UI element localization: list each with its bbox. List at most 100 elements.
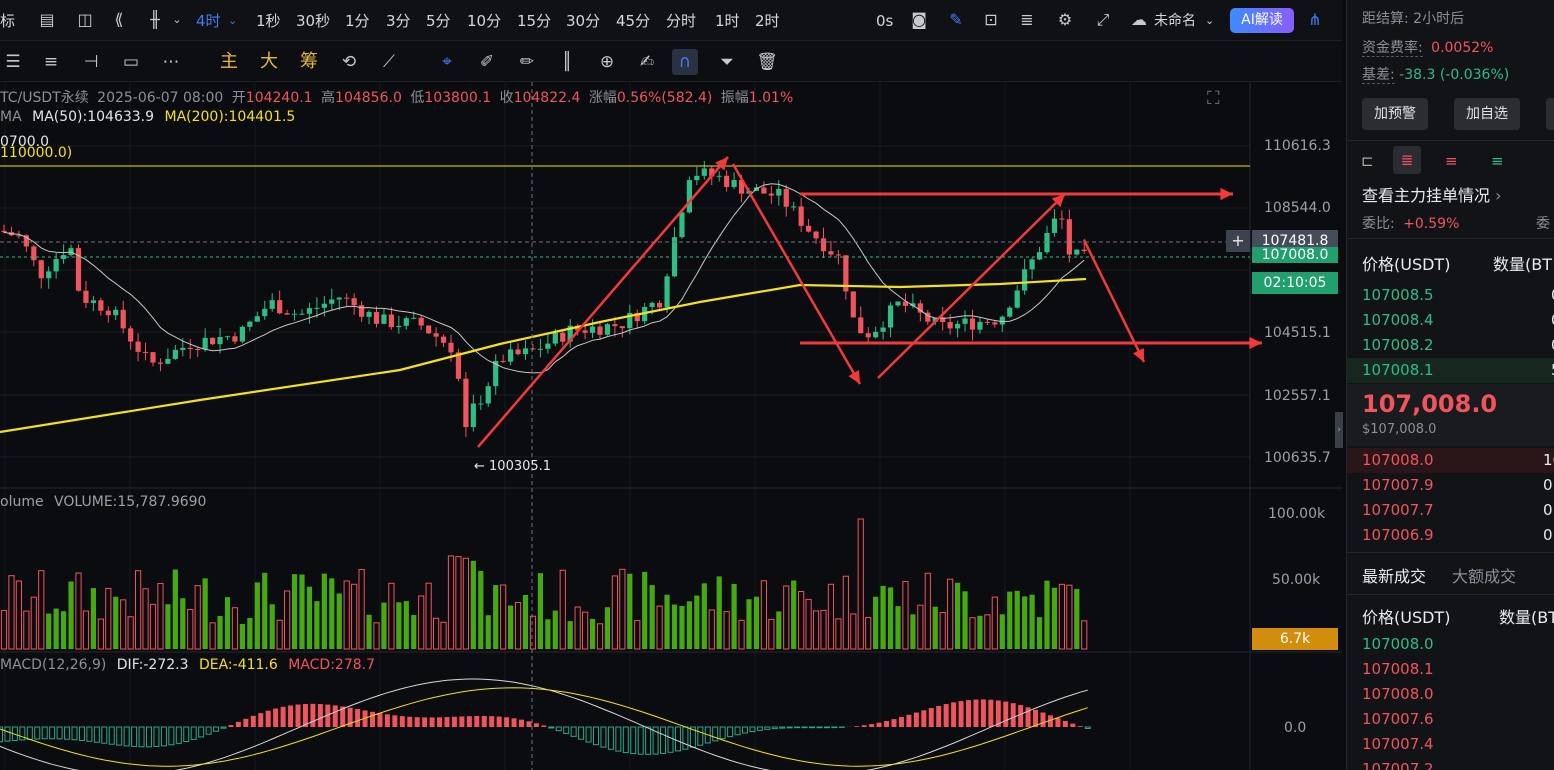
brush-icon[interactable]: ✏ <box>519 52 535 72</box>
candle-body <box>470 403 476 428</box>
tab-latest-trades[interactable]: 最新成交 <box>1362 567 1427 586</box>
macd-bar <box>198 726 205 738</box>
interval-45m[interactable]: 45分 <box>616 12 651 30</box>
interval-active[interactable]: 4时 <box>196 12 221 30</box>
macd-bar <box>1084 726 1091 729</box>
ask-row[interactable]: 107008.5 0 <box>1347 283 1554 308</box>
volume-bar <box>388 582 395 650</box>
fullscreen-icon[interactable]: ⤢ <box>1096 10 1110 29</box>
collapse-panel-handle[interactable]: › <box>1335 412 1343 448</box>
volume-bar <box>217 615 223 649</box>
ask-row[interactable]: 107008.1 5 <box>1347 358 1554 383</box>
interval-1s[interactable]: 1秒 <box>256 12 281 30</box>
interval-dropdown-icon[interactable]: ⌄ <box>228 14 238 27</box>
rewind-icon[interactable]: ⟪ <box>114 10 124 29</box>
interval-1m[interactable]: 1分 <box>345 12 370 30</box>
layout-name[interactable]: 未命名 <box>1154 13 1196 29</box>
main-orders-link[interactable]: 查看主力挂单情况 › <box>1362 182 1502 206</box>
add-crosshair-icon[interactable]: + <box>1226 230 1250 252</box>
ask-row[interactable]: 107008.4 0 <box>1347 308 1554 333</box>
trend-tool-icon[interactable]: ⟋ <box>383 52 395 72</box>
lock-icon[interactable]: ⊕ <box>599 52 615 72</box>
filter-icon[interactable]: ⏷ <box>720 52 734 72</box>
macd-bar <box>496 716 502 727</box>
volume-bar <box>336 593 342 649</box>
macd-bar <box>898 717 904 727</box>
more-icon[interactable]: ⋯ <box>162 52 180 72</box>
candlestick-type-icon[interactable]: ╫ <box>150 10 160 29</box>
layout-chevron-icon[interactable]: ⌄ <box>1205 14 1215 27</box>
interval-10m[interactable]: 10分 <box>467 12 502 30</box>
macd-bar <box>749 726 756 733</box>
settings-icon[interactable]: ⚙ <box>1057 10 1073 29</box>
menu-icon[interactable]: ☰ <box>5 52 21 72</box>
bid-row[interactable]: 107008.0 16 <box>1347 448 1554 473</box>
chips-button[interactable]: 筹 <box>300 51 318 72</box>
layout-icon[interactable]: ◫ <box>77 10 93 29</box>
share-icon[interactable]: ⋔ <box>1308 10 1322 29</box>
add-watchlist-button[interactable]: 加自选 <box>1454 98 1520 130</box>
chart-canvas[interactable] <box>0 82 1342 770</box>
candle-body <box>776 188 782 196</box>
macd-bar <box>1047 715 1053 727</box>
interval-timeline[interactable]: 分时 <box>666 12 697 30</box>
interval-1h[interactable]: 1时 <box>715 12 740 30</box>
candles-tool-icon[interactable]: ║ <box>561 52 573 72</box>
ruler-icon[interactable]: ✐ <box>479 52 495 72</box>
volume-bar <box>306 586 313 649</box>
interval-3m[interactable]: 3分 <box>386 12 411 30</box>
main-force-button[interactable]: 主 <box>220 51 238 72</box>
macd-bar <box>175 726 182 744</box>
indicator-icon[interactable]: ≣ <box>1020 10 1034 29</box>
chevron-down-icon[interactable]: ⌄ <box>172 13 182 26</box>
expand-icon[interactable]: ⛶ <box>1207 88 1220 109</box>
macd-bar <box>854 726 860 727</box>
add-alert-button[interactable]: 加预警 <box>1362 98 1428 130</box>
more-button[interactable] <box>1546 98 1554 130</box>
refresh-icon[interactable]: ⟲ <box>341 52 357 72</box>
calendar-icon[interactable]: ▤ <box>39 10 55 29</box>
large-order-button[interactable]: 大 <box>260 51 278 72</box>
settle-value: 2小时后 <box>1413 11 1465 27</box>
cloud-icon[interactable]: ☁ <box>1131 10 1147 29</box>
cursor-tool-icon[interactable]: ⌖ <box>442 52 452 72</box>
basis-label: 基差: <box>1362 67 1395 84</box>
interval-30s[interactable]: 30秒 <box>296 12 331 30</box>
pencil-icon[interactable]: ✎ <box>949 10 963 29</box>
candle-body <box>83 290 89 303</box>
volume-bar <box>656 605 663 650</box>
list-icon[interactable]: ≡ <box>43 52 59 72</box>
interval-2h[interactable]: 2时 <box>755 12 780 30</box>
magnet-icon[interactable]: ∩ <box>672 49 698 75</box>
orderbook-mixed-icon[interactable]: ≣ <box>1393 146 1421 174</box>
camera-icon[interactable]: ◙ <box>911 10 927 29</box>
volume-bar <box>61 611 67 649</box>
note-icon[interactable]: ✍ <box>639 52 655 72</box>
rectangle-icon[interactable]: ▭ <box>122 52 140 72</box>
orderbook-both-icon[interactable]: ⊏ <box>1361 152 1374 170</box>
macd-bar <box>213 726 220 732</box>
bid-row[interactable]: 107007.9 0 <box>1347 473 1554 498</box>
annotation-icon[interactable]: ⊡ <box>984 10 998 29</box>
macd-bar <box>168 726 175 746</box>
trash-icon[interactable]: 🗑 <box>756 52 778 72</box>
trades-col-qty: 数量(BT <box>1499 608 1554 627</box>
chart-area[interactable]: TC/USDT永续 2025-06-07 08:00 开104240.1 高10… <box>0 82 1343 770</box>
volume-bar <box>708 609 715 650</box>
tab-large-trades[interactable]: 大额成交 <box>1452 567 1517 586</box>
interval-30m[interactable]: 30分 <box>566 12 601 30</box>
ai-analysis-button[interactable]: AI解读 <box>1230 8 1294 33</box>
bid-row[interactable]: 107006.9 0 <box>1347 523 1554 548</box>
macd-bar <box>377 713 383 727</box>
candle-body <box>291 313 298 315</box>
orderbook-asks-icon[interactable]: ≡ <box>1445 152 1458 170</box>
change-value: 0.56%(582.4) <box>616 90 713 106</box>
interval-5m[interactable]: 5分 <box>426 12 451 30</box>
orderbook-bids-icon[interactable]: ≡ <box>1491 152 1504 170</box>
macd-bar <box>317 704 323 727</box>
bid-row[interactable]: 107007.7 0 <box>1347 498 1554 523</box>
horizontal-line-icon[interactable]: ⊣ <box>83 52 99 72</box>
candle-body <box>999 316 1005 325</box>
interval-15m[interactable]: 15分 <box>517 12 552 30</box>
ask-row[interactable]: 107008.2 0 <box>1347 333 1554 358</box>
